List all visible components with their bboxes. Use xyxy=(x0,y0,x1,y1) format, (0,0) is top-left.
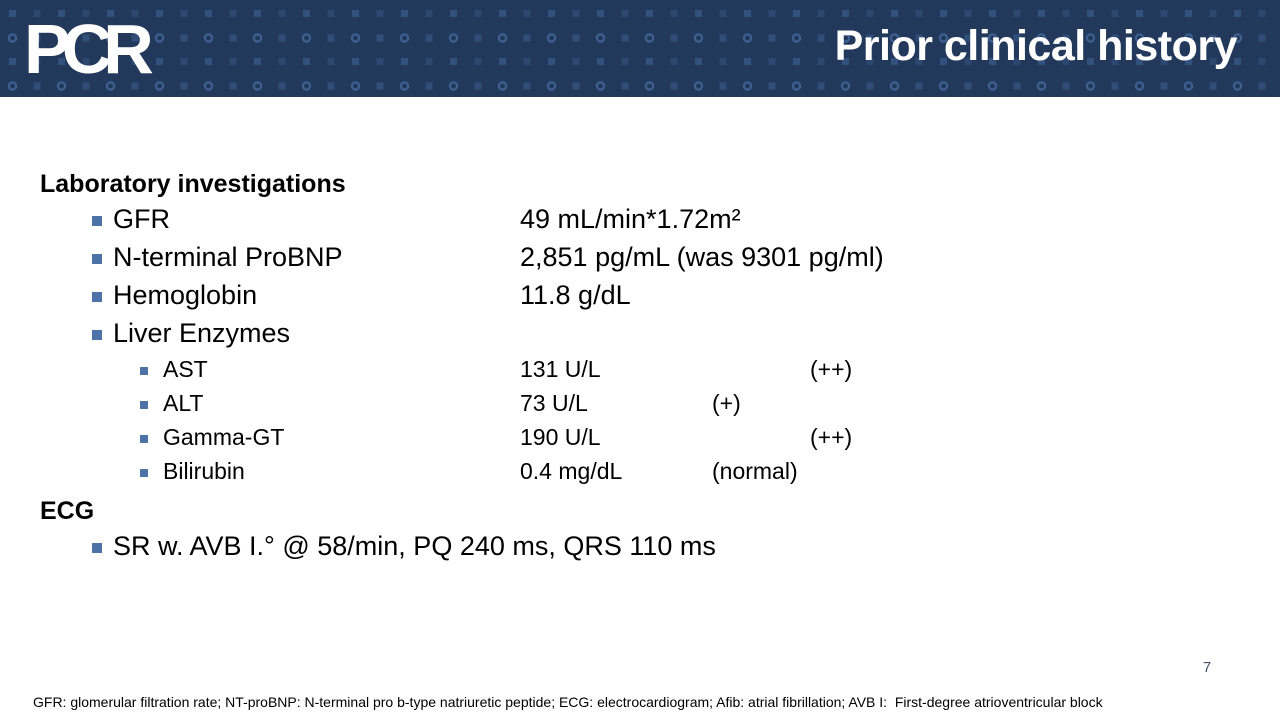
item-value: 49 mL/min*1.72m² xyxy=(520,203,741,234)
list-subitem-alt: ALT 73 U/L (+) xyxy=(0,386,1280,420)
subitem-flag: (++) xyxy=(810,355,853,382)
bullet-square-icon xyxy=(140,366,148,375)
bullet-square-icon xyxy=(92,215,102,226)
list-item-probnp: N-terminal ProBNP 2,851 pg/mL (was 9301 … xyxy=(0,238,1280,276)
subitem-label: AST xyxy=(163,355,208,382)
item-label: GFR xyxy=(113,203,170,234)
list-subitem-ast: AST 131 U/L (++) xyxy=(0,352,1280,386)
list-item-gfr: GFR 49 mL/min*1.72m² xyxy=(0,200,1280,238)
abbreviations-footnote: GFR: glomerular filtration rate; NT-proB… xyxy=(33,694,1103,710)
section-heading-ecg: ECG xyxy=(40,497,95,525)
subitem-value: 0.4 mg/dL xyxy=(520,457,623,484)
item-label: N-terminal ProBNP xyxy=(113,241,343,272)
list-item-ecg-rhythm: SR w. AVB I.° @ 58/min, PQ 240 ms, QRS 1… xyxy=(0,527,1280,565)
subitem-label: Gamma-GT xyxy=(163,423,285,450)
subitem-flag: (++) xyxy=(810,423,853,450)
list-subitem-gamma-gt: Gamma-GT 190 U/L (++) xyxy=(0,420,1280,454)
pcr-logo: PCR xyxy=(24,10,154,88)
subitem-flag: (normal) xyxy=(712,457,798,484)
bullet-square-icon xyxy=(140,400,148,409)
list-subitem-bilirubin: Bilirubin 0.4 mg/dL (normal) xyxy=(0,454,1280,488)
bullet-square-icon xyxy=(140,434,148,443)
list-item-liver-enzymes: Liver Enzymes xyxy=(0,314,1280,352)
bullet-square-icon xyxy=(140,468,148,477)
subitem-label: ALT xyxy=(163,389,204,416)
header-banner: PCR Prior clinical history xyxy=(0,0,1280,97)
page-number: 7 xyxy=(1202,659,1212,676)
header-dot-pattern-icon xyxy=(0,0,1280,97)
bullet-square-icon xyxy=(92,291,102,302)
subitem-value: 73 U/L xyxy=(520,389,588,416)
subitem-flag: (+) xyxy=(712,389,741,416)
subitem-value: 190 U/L xyxy=(520,423,601,450)
slide-title: Prior clinical history xyxy=(834,22,1238,70)
item-label: Liver Enzymes xyxy=(113,317,291,348)
item-value: 11.8 g/dL xyxy=(520,279,631,310)
item-label: Hemoglobin xyxy=(113,279,258,310)
bullet-square-icon xyxy=(92,253,102,264)
subitem-value: 131 U/L xyxy=(520,355,601,382)
slide-content: Laboratory investigations GFR 49 mL/min*… xyxy=(0,97,1280,565)
bullet-square-icon xyxy=(92,542,102,553)
subitem-label: Bilirubin xyxy=(163,457,245,484)
bullet-square-icon xyxy=(92,329,102,340)
section-heading-laboratory: Laboratory investigations xyxy=(40,170,346,198)
list-item-hemoglobin: Hemoglobin 11.8 g/dL xyxy=(0,276,1280,314)
item-label: SR w. AVB I.° @ 58/min, PQ 240 ms, QRS 1… xyxy=(113,530,716,561)
item-value: 2,851 pg/mL (was 9301 pg/ml) xyxy=(520,241,884,272)
